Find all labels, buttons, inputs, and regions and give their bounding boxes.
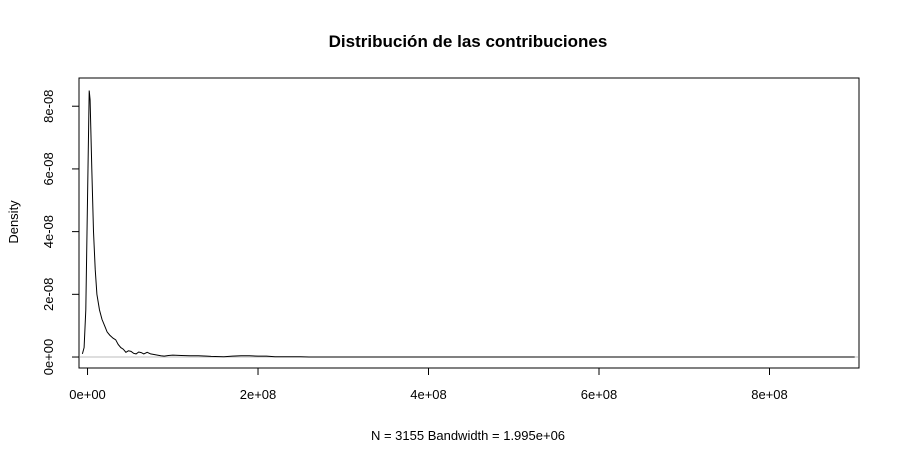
x-tick-label: 6e+08 — [581, 387, 618, 402]
plot-frame — [78, 77, 860, 369]
y-tick-label: 6e-08 — [41, 152, 56, 185]
x-tick-label: 0e+00 — [69, 387, 106, 402]
y-tick-label: 8e-08 — [41, 90, 56, 123]
x-axis: 0e+00 2e+08 4e+08 6e+08 8e+08 — [69, 367, 788, 402]
x-axis-label: N = 3155 Bandwidth = 1.995e+06 — [371, 428, 565, 443]
y-axis: 0e+00 2e-08 4e-08 6e-08 8e-08 — [41, 90, 80, 376]
y-tick-label: 4e-08 — [41, 215, 56, 248]
y-tick-label: 0e+00 — [41, 339, 56, 376]
x-tick-label: 4e+08 — [410, 387, 447, 402]
chart-title: Distribución de las contribuciones — [329, 32, 608, 51]
y-axis-label: Density — [6, 200, 21, 244]
x-tick-label: 8e+08 — [751, 387, 788, 402]
x-tick-label: 2e+08 — [240, 387, 277, 402]
y-tick-label: 2e-08 — [41, 278, 56, 311]
density-series-line — [81, 90, 855, 358]
